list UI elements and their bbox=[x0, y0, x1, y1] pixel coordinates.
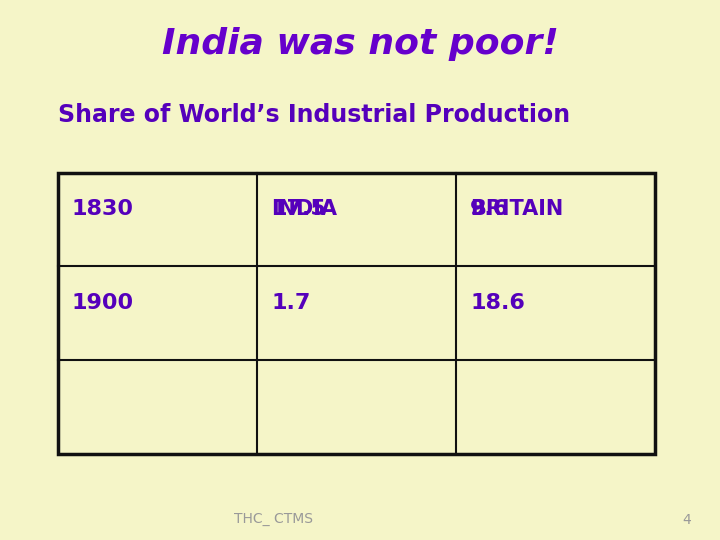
Text: 4: 4 bbox=[683, 512, 691, 526]
Text: 18.6: 18.6 bbox=[470, 293, 525, 313]
Text: 1900: 1900 bbox=[72, 293, 134, 313]
Text: Share of World’s Industrial Production: Share of World’s Industrial Production bbox=[58, 103, 570, 126]
Text: 9.6: 9.6 bbox=[470, 199, 509, 219]
Text: INDIA: INDIA bbox=[271, 199, 337, 219]
Text: 1830: 1830 bbox=[72, 199, 134, 219]
Text: 17.5: 17.5 bbox=[271, 199, 325, 219]
Text: THC_ CTMS: THC_ CTMS bbox=[234, 512, 313, 526]
Text: BRITAIN: BRITAIN bbox=[470, 199, 563, 219]
Text: 1.7: 1.7 bbox=[271, 293, 310, 313]
Text: India was not poor!: India was not poor! bbox=[161, 27, 559, 61]
